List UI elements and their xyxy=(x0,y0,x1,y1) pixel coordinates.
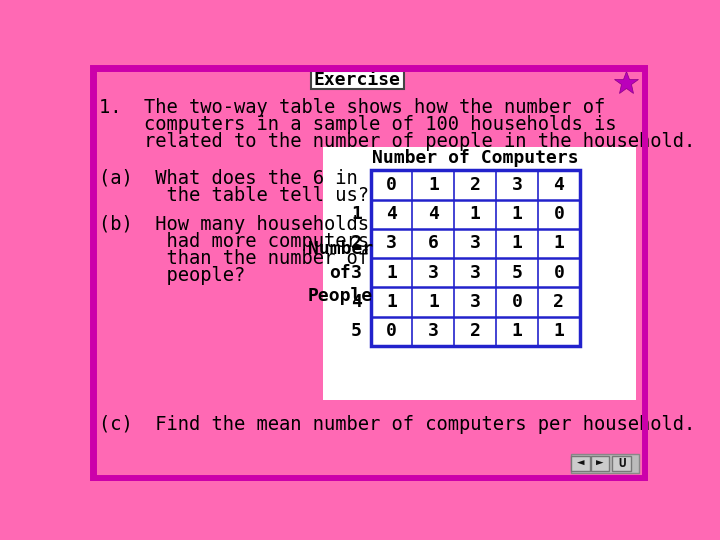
Text: 3: 3 xyxy=(351,264,362,282)
Bar xyxy=(570,455,639,473)
Text: 1: 1 xyxy=(386,293,397,311)
Text: 3: 3 xyxy=(428,264,438,282)
Text: 3: 3 xyxy=(469,234,481,252)
Text: computers in a sample of 100 households is: computers in a sample of 100 households … xyxy=(99,115,617,134)
Text: 1: 1 xyxy=(428,176,438,194)
Text: ◄: ◄ xyxy=(577,457,585,470)
Text: 1: 1 xyxy=(386,264,397,282)
Text: 1: 1 xyxy=(428,293,438,311)
Text: had more computers: had more computers xyxy=(99,232,369,251)
Text: 0: 0 xyxy=(512,293,523,311)
Bar xyxy=(590,456,609,471)
Text: 4: 4 xyxy=(554,176,564,194)
Text: 3: 3 xyxy=(428,322,438,340)
Bar xyxy=(571,456,590,471)
Text: 4: 4 xyxy=(428,205,438,223)
Text: (c)  Find the mean number of computers per household.: (c) Find the mean number of computers pe… xyxy=(99,415,696,434)
Text: people?: people? xyxy=(99,266,246,285)
Text: (a)  What does the 6 in: (a) What does the 6 in xyxy=(99,168,358,188)
Text: the table tell us?: the table tell us? xyxy=(99,186,369,205)
Text: Number of Computers: Number of Computers xyxy=(372,149,578,167)
Text: 6: 6 xyxy=(428,234,438,252)
Text: 3: 3 xyxy=(386,234,397,252)
Text: 4: 4 xyxy=(386,205,397,223)
Text: 1: 1 xyxy=(469,205,481,223)
Text: 2: 2 xyxy=(469,176,481,194)
Text: 2: 2 xyxy=(554,293,564,311)
Text: than the number of: than the number of xyxy=(99,249,369,268)
Text: 5: 5 xyxy=(512,264,523,282)
Text: 0: 0 xyxy=(386,176,397,194)
Text: 3: 3 xyxy=(469,264,481,282)
Text: 1: 1 xyxy=(554,234,564,252)
Text: 0: 0 xyxy=(554,205,564,223)
Text: related to the number of people in the household.: related to the number of people in the h… xyxy=(99,132,696,151)
Bar xyxy=(323,147,636,400)
Text: 4: 4 xyxy=(351,293,362,311)
Text: 1: 1 xyxy=(351,205,362,223)
Text: Exercise: Exercise xyxy=(314,71,401,89)
Text: 1: 1 xyxy=(512,322,523,340)
Text: 0: 0 xyxy=(386,322,397,340)
Text: Number
of
People: Number of People xyxy=(307,240,373,305)
Text: 1.  The two-way table shows how the number of: 1. The two-way table shows how the numbe… xyxy=(99,98,606,117)
Text: 2: 2 xyxy=(469,322,481,340)
Text: 3: 3 xyxy=(512,176,523,194)
Bar xyxy=(612,456,631,471)
Text: (b)  How many households: (b) How many households xyxy=(99,215,369,234)
Text: 5: 5 xyxy=(351,322,362,340)
Bar xyxy=(311,71,404,90)
Bar xyxy=(371,170,580,346)
Text: 1: 1 xyxy=(512,234,523,252)
Text: 1: 1 xyxy=(512,205,523,223)
Text: 1: 1 xyxy=(554,322,564,340)
Text: 3: 3 xyxy=(469,293,481,311)
Text: ►: ► xyxy=(596,457,603,470)
Text: U: U xyxy=(618,457,626,470)
Text: 0: 0 xyxy=(554,264,564,282)
Text: 2: 2 xyxy=(351,234,362,252)
